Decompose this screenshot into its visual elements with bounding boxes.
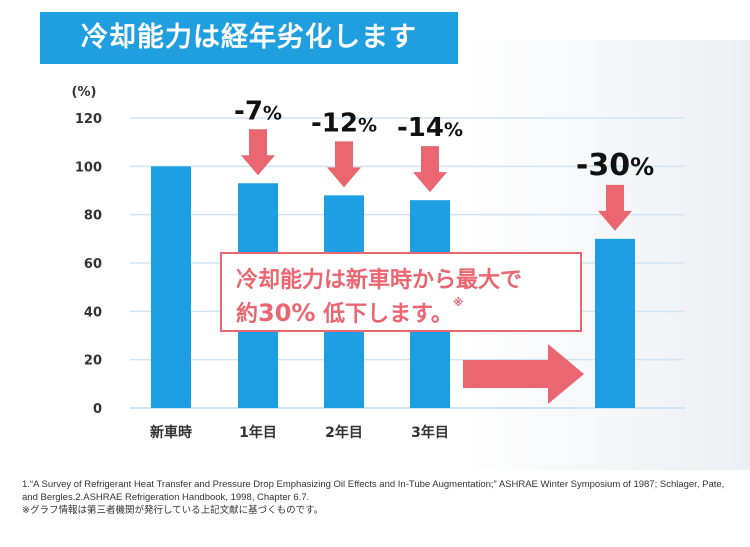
labels: (%) 0 20 40 60 80 100 120 新車時 1年目 2年目 3年目 -7% -12% -14…: [72, 85, 655, 441]
callout-line-1: 冷却能力は新車時から最大で: [236, 268, 523, 293]
callout-note-mark: ※: [452, 296, 464, 309]
x-tick-label: 新車時: [150, 424, 192, 441]
change-label: -30%: [576, 148, 654, 183]
down-arrow: [241, 129, 275, 176]
x-tick-label: 3年目: [411, 424, 449, 441]
y-tick-label: 0: [93, 402, 102, 417]
down-arrow: [327, 141, 361, 188]
change-label: -14%: [397, 113, 463, 143]
title-banner: [40, 12, 458, 64]
bar-chart: (%) 0 20 40 60 80 100 120 新車時 1年目 2年目 3年目 -7% -12% -14…: [72, 85, 685, 441]
bar: [151, 166, 191, 408]
y-tick-label: 60: [84, 257, 102, 272]
down-arrow: [413, 146, 447, 193]
callout-prefix: 約: [236, 302, 259, 327]
change-label: -7%: [234, 96, 282, 126]
page-title: 冷却能力は経年劣化します: [81, 22, 417, 53]
y-tick-label: 120: [75, 112, 102, 127]
footnote-source: 1.“A Survey of Refrigerant Heat Transfer…: [22, 479, 725, 503]
callout-line-2: 約30% 低下します。※: [236, 296, 464, 328]
footnotes: 1.“A Survey of Refrigerant Heat Transfer…: [22, 478, 728, 517]
footnote-note: ※グラフ情報は第三者機関が発行している上記文献に基づくものです。: [22, 505, 324, 516]
y-tick-label: 100: [75, 160, 102, 175]
change-label: -12%: [311, 108, 377, 138]
down-arrow: [598, 184, 632, 231]
down-arrows: [241, 129, 632, 231]
callout-suffix: 低下します。: [315, 302, 453, 327]
y-tick-label: 40: [84, 305, 102, 320]
y-unit-label: (%): [72, 85, 97, 100]
bar: [595, 238, 635, 408]
callout-value: 30%: [258, 299, 316, 327]
callout-box: 冷却能力は新車時から最大で 約30% 低下します。※: [220, 252, 582, 332]
y-tick-label: 80: [84, 209, 102, 224]
x-tick-label: 1年目: [239, 424, 277, 441]
y-tick-label: 20: [84, 354, 102, 369]
x-tick-label: 2年目: [325, 424, 363, 441]
